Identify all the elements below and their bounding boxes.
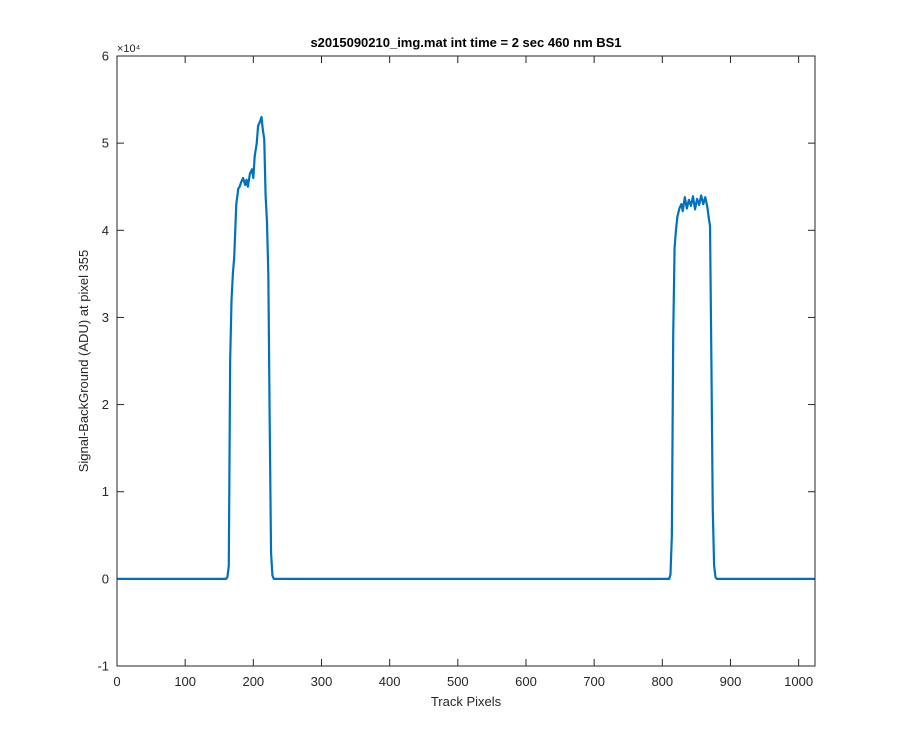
- y-tick-label: 3: [102, 310, 109, 325]
- x-tick-label: 1000: [784, 674, 813, 689]
- x-tick-label: 900: [720, 674, 742, 689]
- x-axis-label: Track Pixels: [431, 694, 502, 709]
- x-tick-label: 300: [311, 674, 333, 689]
- y-axis: -1 0 1 2 3 4 5 6: [97, 49, 815, 674]
- x-tick-label: 800: [651, 674, 673, 689]
- axes-box: [116, 55, 816, 667]
- x-tick-label: 400: [379, 674, 401, 689]
- y-tick-label: 5: [102, 136, 109, 151]
- x-tick-label: 700: [583, 674, 605, 689]
- y-tick-label: 1: [102, 484, 109, 499]
- x-tick-label: 600: [515, 674, 537, 689]
- y-tick-label: 2: [102, 397, 109, 412]
- y-tick-label: 4: [102, 223, 109, 238]
- x-tick-label: 0: [113, 674, 120, 689]
- y-axis-multiplier: ×10⁴: [117, 43, 141, 55]
- x-tick-label: 100: [174, 674, 196, 689]
- chart-title: s2015090210_img.mat int time = 2 sec 460…: [310, 35, 621, 50]
- y-tick-label: -1: [97, 659, 109, 674]
- x-tick-label: 500: [447, 674, 469, 689]
- plot-area: [117, 56, 815, 666]
- y-axis-label: Signal-BackGround (ADU) at pixel 355: [76, 250, 91, 473]
- series-line: [117, 115, 815, 580]
- y-tick-label: 6: [102, 49, 109, 64]
- x-tick-label: 200: [242, 674, 264, 689]
- y-tick-label: 0: [102, 571, 109, 586]
